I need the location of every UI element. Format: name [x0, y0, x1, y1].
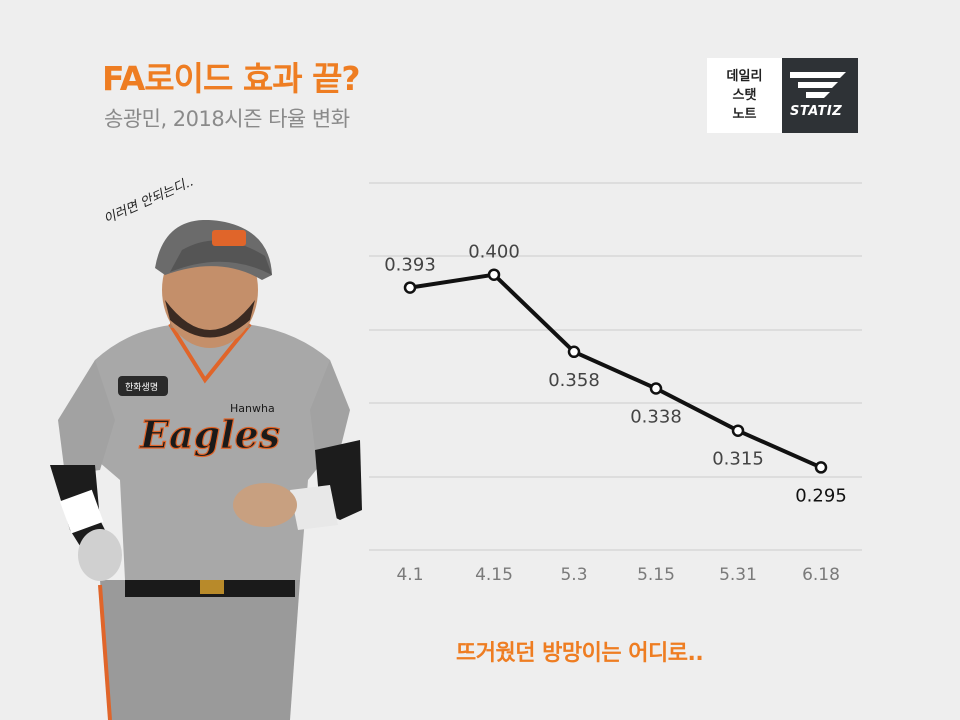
- data-label: 0.358: [548, 370, 600, 391]
- daily-stat-note-badge: 데일리 스탯 노트: [707, 58, 782, 133]
- logo-line-2: 스탯: [732, 88, 757, 103]
- data-label: 0.393: [384, 255, 436, 276]
- statiz-logo: STATIZ: [782, 58, 858, 133]
- data-label: 0.400: [468, 242, 520, 263]
- x-tick-label: 5.3: [560, 565, 587, 585]
- x-tick-label: 4.15: [475, 565, 513, 585]
- statiz-stripes-icon: [790, 72, 846, 98]
- data-points: [403, 268, 828, 474]
- chart-gridlines: [369, 182, 862, 551]
- x-tick-label: 6.18: [802, 565, 840, 585]
- chart-title: FA로이드 효과 끝?: [102, 59, 361, 98]
- chart-tagline: 뜨거웠던 방망이는 어디로..: [456, 641, 704, 666]
- x-tick-label: 5.31: [719, 565, 757, 585]
- svg-text:Hanwha: Hanwha: [230, 402, 275, 415]
- logo-line-1: 데일리: [726, 69, 763, 84]
- x-axis-ticks: 4.1 4.15 5.3 5.15 5.31 6.18: [396, 565, 839, 585]
- player-photo: Eagles Hanwha 한화생명: [50, 220, 362, 720]
- data-point: [649, 382, 663, 395]
- chart-subtitle: 송광민, 2018시즌 타율 변화: [104, 107, 350, 131]
- data-point: [487, 268, 501, 281]
- batting-average-line: [409, 272, 822, 470]
- svg-text:Eagles: Eagles: [139, 412, 280, 457]
- statiz-brand-text: STATIZ: [790, 104, 843, 119]
- data-label: 0.338: [630, 407, 682, 428]
- data-labels: 0.393 0.400 0.358 0.338 0.315 0.295: [384, 242, 847, 507]
- x-tick-label: 4.1: [396, 565, 423, 585]
- x-tick-label: 5.15: [637, 565, 675, 585]
- daily-stat-note-logo: 데일리 스탯 노트 STATIZ: [707, 58, 858, 133]
- data-point: [731, 424, 745, 437]
- data-label: 0.295: [795, 485, 847, 506]
- data-point: [567, 345, 581, 359]
- data-label: 0.315: [712, 449, 764, 470]
- data-point: [814, 461, 828, 474]
- svg-text:한화생명: 한화생명: [125, 382, 158, 393]
- data-point: [403, 281, 417, 294]
- logo-line-3: 노트: [732, 107, 757, 122]
